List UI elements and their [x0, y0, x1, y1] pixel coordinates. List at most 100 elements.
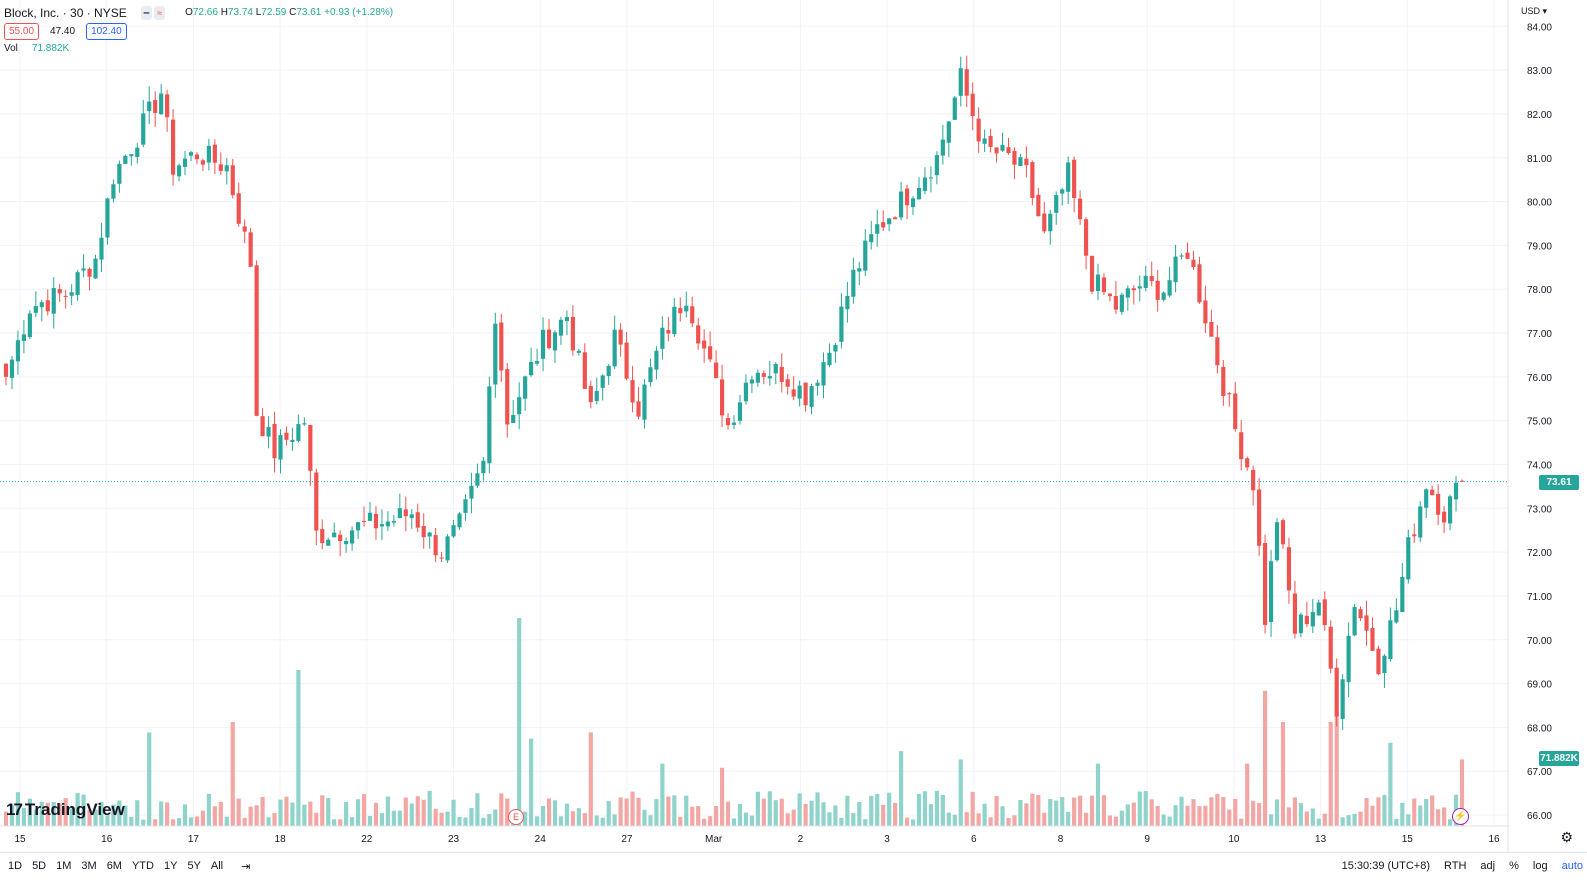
candle-body — [111, 184, 116, 199]
volume-bar — [815, 792, 820, 826]
price-axis[interactable]: 66.00 67.00 68.00 69.00 70.00 71.00 72.00 73.00… — [1527, 22, 1552, 822]
candle-body — [1310, 612, 1315, 627]
volume-bar — [1089, 795, 1095, 826]
candle-body — [731, 422, 737, 425]
volume-bar — [176, 818, 182, 826]
volume-bar — [1430, 795, 1435, 826]
volume-bar — [248, 806, 253, 826]
tradingview-logo[interactable]: 17 TradingView — [6, 800, 125, 819]
candle-body — [582, 352, 587, 389]
spread-value: 47.40 — [50, 25, 76, 37]
session-toggle[interactable]: RTH — [1444, 860, 1467, 872]
volume-bar — [552, 800, 558, 826]
volume-bar — [881, 804, 886, 826]
candle-body — [75, 272, 80, 295]
percent-scale-toggle[interactable]: % — [1509, 860, 1519, 872]
volume-bar — [1054, 800, 1059, 826]
x-tick-label: 23 — [448, 834, 460, 845]
volume-bar — [952, 814, 957, 826]
volume-bar — [1024, 803, 1029, 826]
sell-button[interactable]: 55.00 — [4, 22, 40, 40]
volume-bar — [1173, 805, 1178, 826]
volume-bar — [1018, 799, 1023, 826]
candle-body — [534, 361, 540, 364]
candle-body — [254, 265, 259, 416]
candle-body — [666, 330, 671, 334]
x-tick-label: 18 — [275, 834, 287, 845]
candle-body — [1424, 489, 1429, 508]
approx-icon[interactable]: ≈ — [154, 6, 166, 20]
range-button-3m[interactable]: 3M — [81, 860, 97, 872]
volume-bar — [1113, 816, 1118, 826]
volume-bar — [439, 812, 444, 826]
symbol-status-icons[interactable]: ━ ≈ — [140, 6, 166, 20]
volume-bar — [230, 722, 235, 826]
candle-body — [570, 316, 575, 351]
range-button-1y[interactable]: 1Y — [163, 860, 178, 872]
candle-body — [863, 240, 868, 271]
volume-bar — [135, 800, 140, 826]
x-tick-label: 2 — [798, 834, 804, 845]
candle-body — [1209, 321, 1214, 337]
volume-label[interactable]: Vol — [4, 43, 18, 54]
volume-bar — [934, 790, 939, 826]
adjust-toggle[interactable]: adj — [1480, 860, 1496, 872]
volume-bar — [1370, 805, 1375, 826]
candle-body — [893, 217, 898, 220]
volume-bar — [517, 618, 522, 826]
y-tick-label: 72.00 — [1527, 548, 1552, 559]
volume-bar — [845, 795, 850, 826]
y-tick-label: 73.00 — [1527, 504, 1552, 515]
volume-bar — [731, 818, 737, 826]
candle-body — [260, 416, 265, 437]
candle-body — [481, 460, 486, 474]
candle-body — [946, 121, 951, 143]
volume-bar — [1119, 810, 1124, 826]
candle-body — [302, 423, 307, 425]
candle-body — [170, 119, 176, 175]
range-button-1d[interactable]: 1D — [8, 860, 23, 872]
y-tick-label: 67.00 — [1527, 767, 1552, 778]
earnings-flag-icon[interactable]: E — [508, 809, 524, 825]
volume-bar — [1322, 813, 1327, 826]
candle-body — [505, 369, 510, 425]
volume-bar — [1394, 818, 1399, 826]
candle-body — [642, 384, 647, 420]
candle-body — [391, 520, 396, 523]
range-button-5d[interactable]: 5D — [32, 860, 47, 872]
volume-bar — [916, 793, 922, 826]
range-button-ytd[interactable]: YTD — [131, 860, 154, 872]
go-to-date-icon[interactable]: ⇥ — [241, 860, 251, 873]
volume-bar — [1424, 798, 1429, 826]
candle-body — [546, 329, 552, 349]
range-button-1m[interactable]: 1M — [56, 860, 72, 872]
range-button-6m[interactable]: 6M — [106, 860, 122, 872]
candle-body — [105, 198, 110, 238]
candle-body — [839, 306, 844, 342]
symbol-title[interactable]: Block, Inc. · 30 · NYSE — [4, 6, 127, 20]
x-tick-label: 9 — [1144, 834, 1150, 845]
settings-gear-icon[interactable]: ⚙ — [1560, 829, 1573, 845]
candle-body — [1089, 255, 1095, 292]
log-scale-toggle[interactable]: log — [1532, 860, 1548, 872]
lightning-event-icon[interactable]: ⚡ — [1452, 808, 1469, 825]
candle-body — [326, 539, 331, 546]
candle-body — [857, 268, 862, 272]
volume-bar — [182, 804, 188, 826]
candle-body — [81, 268, 86, 271]
auto-scale-toggle[interactable]: auto — [1561, 860, 1583, 872]
minus-icon[interactable]: ━ — [140, 6, 153, 20]
currency-selector[interactable]: USD ▾ — [1520, 6, 1547, 16]
clock-time[interactable]: 15:30:39 (UTC+8) — [1341, 860, 1430, 872]
range-button-all[interactable]: All — [210, 860, 224, 872]
x-tick-label: 16 — [1488, 834, 1500, 845]
y-tick-label: 75.00 — [1527, 417, 1552, 428]
range-button-5y[interactable]: 5Y — [187, 860, 201, 872]
candle-body — [165, 94, 170, 118]
volume-bar — [785, 813, 790, 826]
candle-body — [1334, 667, 1339, 717]
time-axis[interactable]: 15 16 17 18 22 23 24 27 Mar 2 3 6 8 9 10 13 15 16 — [14, 834, 1500, 845]
candle-body — [898, 191, 904, 218]
buy-button[interactable]: 102.40 — [86, 22, 127, 40]
